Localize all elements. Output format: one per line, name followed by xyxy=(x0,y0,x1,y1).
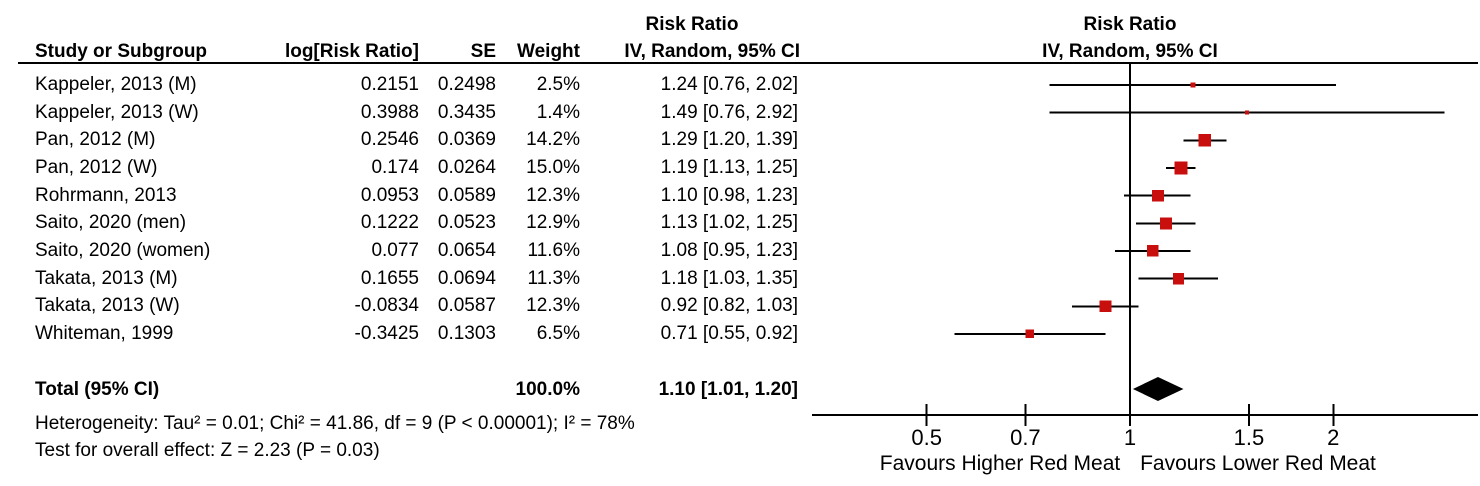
risk-ratio-ci-value: 1.19 [1.13, 1.25] xyxy=(660,157,798,178)
study-label: Pan, 2012 (M) xyxy=(35,129,156,151)
log-risk-ratio-value: 0.2546 xyxy=(360,129,419,151)
effect-marker xyxy=(1025,329,1034,339)
header-rule xyxy=(18,62,1478,64)
total-ci-value: 1.10 [1.01, 1.20] xyxy=(658,379,798,400)
plot-model-header: IV, Random, 95% CI xyxy=(1042,41,1218,62)
log-risk-ratio-value: -0.3425 xyxy=(354,322,419,344)
pooled-effect-diamond xyxy=(1132,377,1184,401)
x-tick-label: 0.7 xyxy=(1010,425,1041,450)
x-tick-label: 2 xyxy=(1327,425,1339,450)
effect-marker xyxy=(1152,189,1164,202)
weight-value: 12.9% xyxy=(526,212,580,234)
log-risk-ratio-value: 0.3988 xyxy=(360,101,419,123)
effect-marker xyxy=(1159,217,1172,230)
study-label: Kappeler, 2013 (W) xyxy=(35,101,199,123)
weight-value: 11.6% xyxy=(527,240,580,261)
se-value: 0.0589 xyxy=(437,184,496,206)
effect-marker xyxy=(1190,82,1196,88)
se-value: 0.0654 xyxy=(437,240,496,261)
weight-value: 6.5% xyxy=(536,322,580,344)
weight-value: 2.5% xyxy=(536,74,580,95)
weight-value: 1.4% xyxy=(536,101,580,123)
risk-ratio-ci-value: 1.24 [0.76, 2.02] xyxy=(660,74,798,95)
se-value: 0.0694 xyxy=(437,267,496,289)
total-label: Total (95% CI) xyxy=(35,379,160,400)
study-label: Saito, 2020 (women) xyxy=(35,240,211,261)
study-label: Kappeler, 2013 (M) xyxy=(35,74,197,95)
favours-right-label: Favours Lower Red Meat xyxy=(1140,452,1376,475)
col-header-se: SE xyxy=(470,41,496,62)
plot-effect-header: Risk Ratio xyxy=(1083,14,1177,35)
log-risk-ratio-value: 0.0953 xyxy=(360,184,419,206)
study-label: Rohrmann, 2013 xyxy=(35,184,177,206)
effect-marker xyxy=(1146,245,1159,257)
risk-ratio-ci-value: 0.92 [0.82, 1.03] xyxy=(660,295,798,317)
log-risk-ratio-value: 0.077 xyxy=(371,240,419,261)
study-label: Whiteman, 1999 xyxy=(35,322,174,344)
x-tick-label: 1.5 xyxy=(1234,425,1265,450)
risk-ratio-ci-value: 1.10 [0.98, 1.23] xyxy=(660,184,798,206)
se-value: 0.0264 xyxy=(437,157,496,178)
se-value: 0.2498 xyxy=(437,74,496,95)
x-tick-label: 1 xyxy=(1124,425,1136,450)
se-value: 0.3435 xyxy=(437,101,496,123)
weight-value: 11.3% xyxy=(527,267,580,289)
log-risk-ratio-value: 0.2151 xyxy=(360,74,419,95)
col-header-study: Study or Subgroup xyxy=(35,41,208,62)
effect-marker xyxy=(1099,300,1112,313)
log-risk-ratio-value: -0.0834 xyxy=(354,295,419,317)
effect-marker xyxy=(1174,161,1188,175)
total-weight-value: 100.0% xyxy=(515,379,580,400)
weight-value: 12.3% xyxy=(526,184,580,206)
log-risk-ratio-value: 0.174 xyxy=(371,157,419,178)
col-header-log-risk-ratio: log[Risk Ratio] xyxy=(284,41,419,62)
weight-value: 15.0% xyxy=(526,157,580,178)
effect-marker xyxy=(1198,133,1212,147)
heterogeneity-text: Heterogeneity: Tau² = 0.01; Chi² = 41.86… xyxy=(35,413,635,434)
overall-effect-text: Test for overall effect: Z = 2.23 (P = 0… xyxy=(35,440,380,461)
effect-marker xyxy=(1244,110,1249,115)
se-value: 0.0369 xyxy=(437,129,496,151)
se-value: 0.1303 xyxy=(437,322,496,344)
risk-ratio-ci-value: 1.08 [0.95, 1.23] xyxy=(660,240,798,261)
log-risk-ratio-value: 0.1655 xyxy=(360,267,419,289)
study-label: Takata, 2013 (W) xyxy=(35,295,180,317)
log-risk-ratio-value: 0.1222 xyxy=(360,212,419,234)
col-header-weight: Weight xyxy=(517,41,580,62)
risk-ratio-ci-value: 1.18 [1.03, 1.35] xyxy=(660,267,798,289)
x-tick-label: 0.5 xyxy=(911,425,942,450)
risk-ratio-ci-value: 1.49 [0.76, 2.92] xyxy=(660,101,798,123)
study-label: Takata, 2013 (M) xyxy=(35,267,178,289)
favours-left-label: Favours Higher Red Meat xyxy=(880,452,1121,475)
study-label: Saito, 2020 (men) xyxy=(35,212,187,234)
weight-value: 12.3% xyxy=(526,295,580,317)
se-value: 0.0523 xyxy=(437,212,496,234)
col-header-ci: IV, Random, 95% CI xyxy=(624,41,800,62)
se-value: 0.0587 xyxy=(437,295,496,317)
table-effect-header: Risk Ratio xyxy=(645,14,739,35)
study-label: Pan, 2012 (W) xyxy=(35,157,158,178)
effect-marker xyxy=(1172,272,1185,285)
weight-value: 14.2% xyxy=(526,129,580,151)
risk-ratio-ci-value: 1.13 [1.02, 1.25] xyxy=(660,212,798,234)
risk-ratio-ci-value: 0.71 [0.55, 0.92] xyxy=(660,322,798,344)
risk-ratio-ci-value: 1.29 [1.20, 1.39] xyxy=(660,129,798,151)
